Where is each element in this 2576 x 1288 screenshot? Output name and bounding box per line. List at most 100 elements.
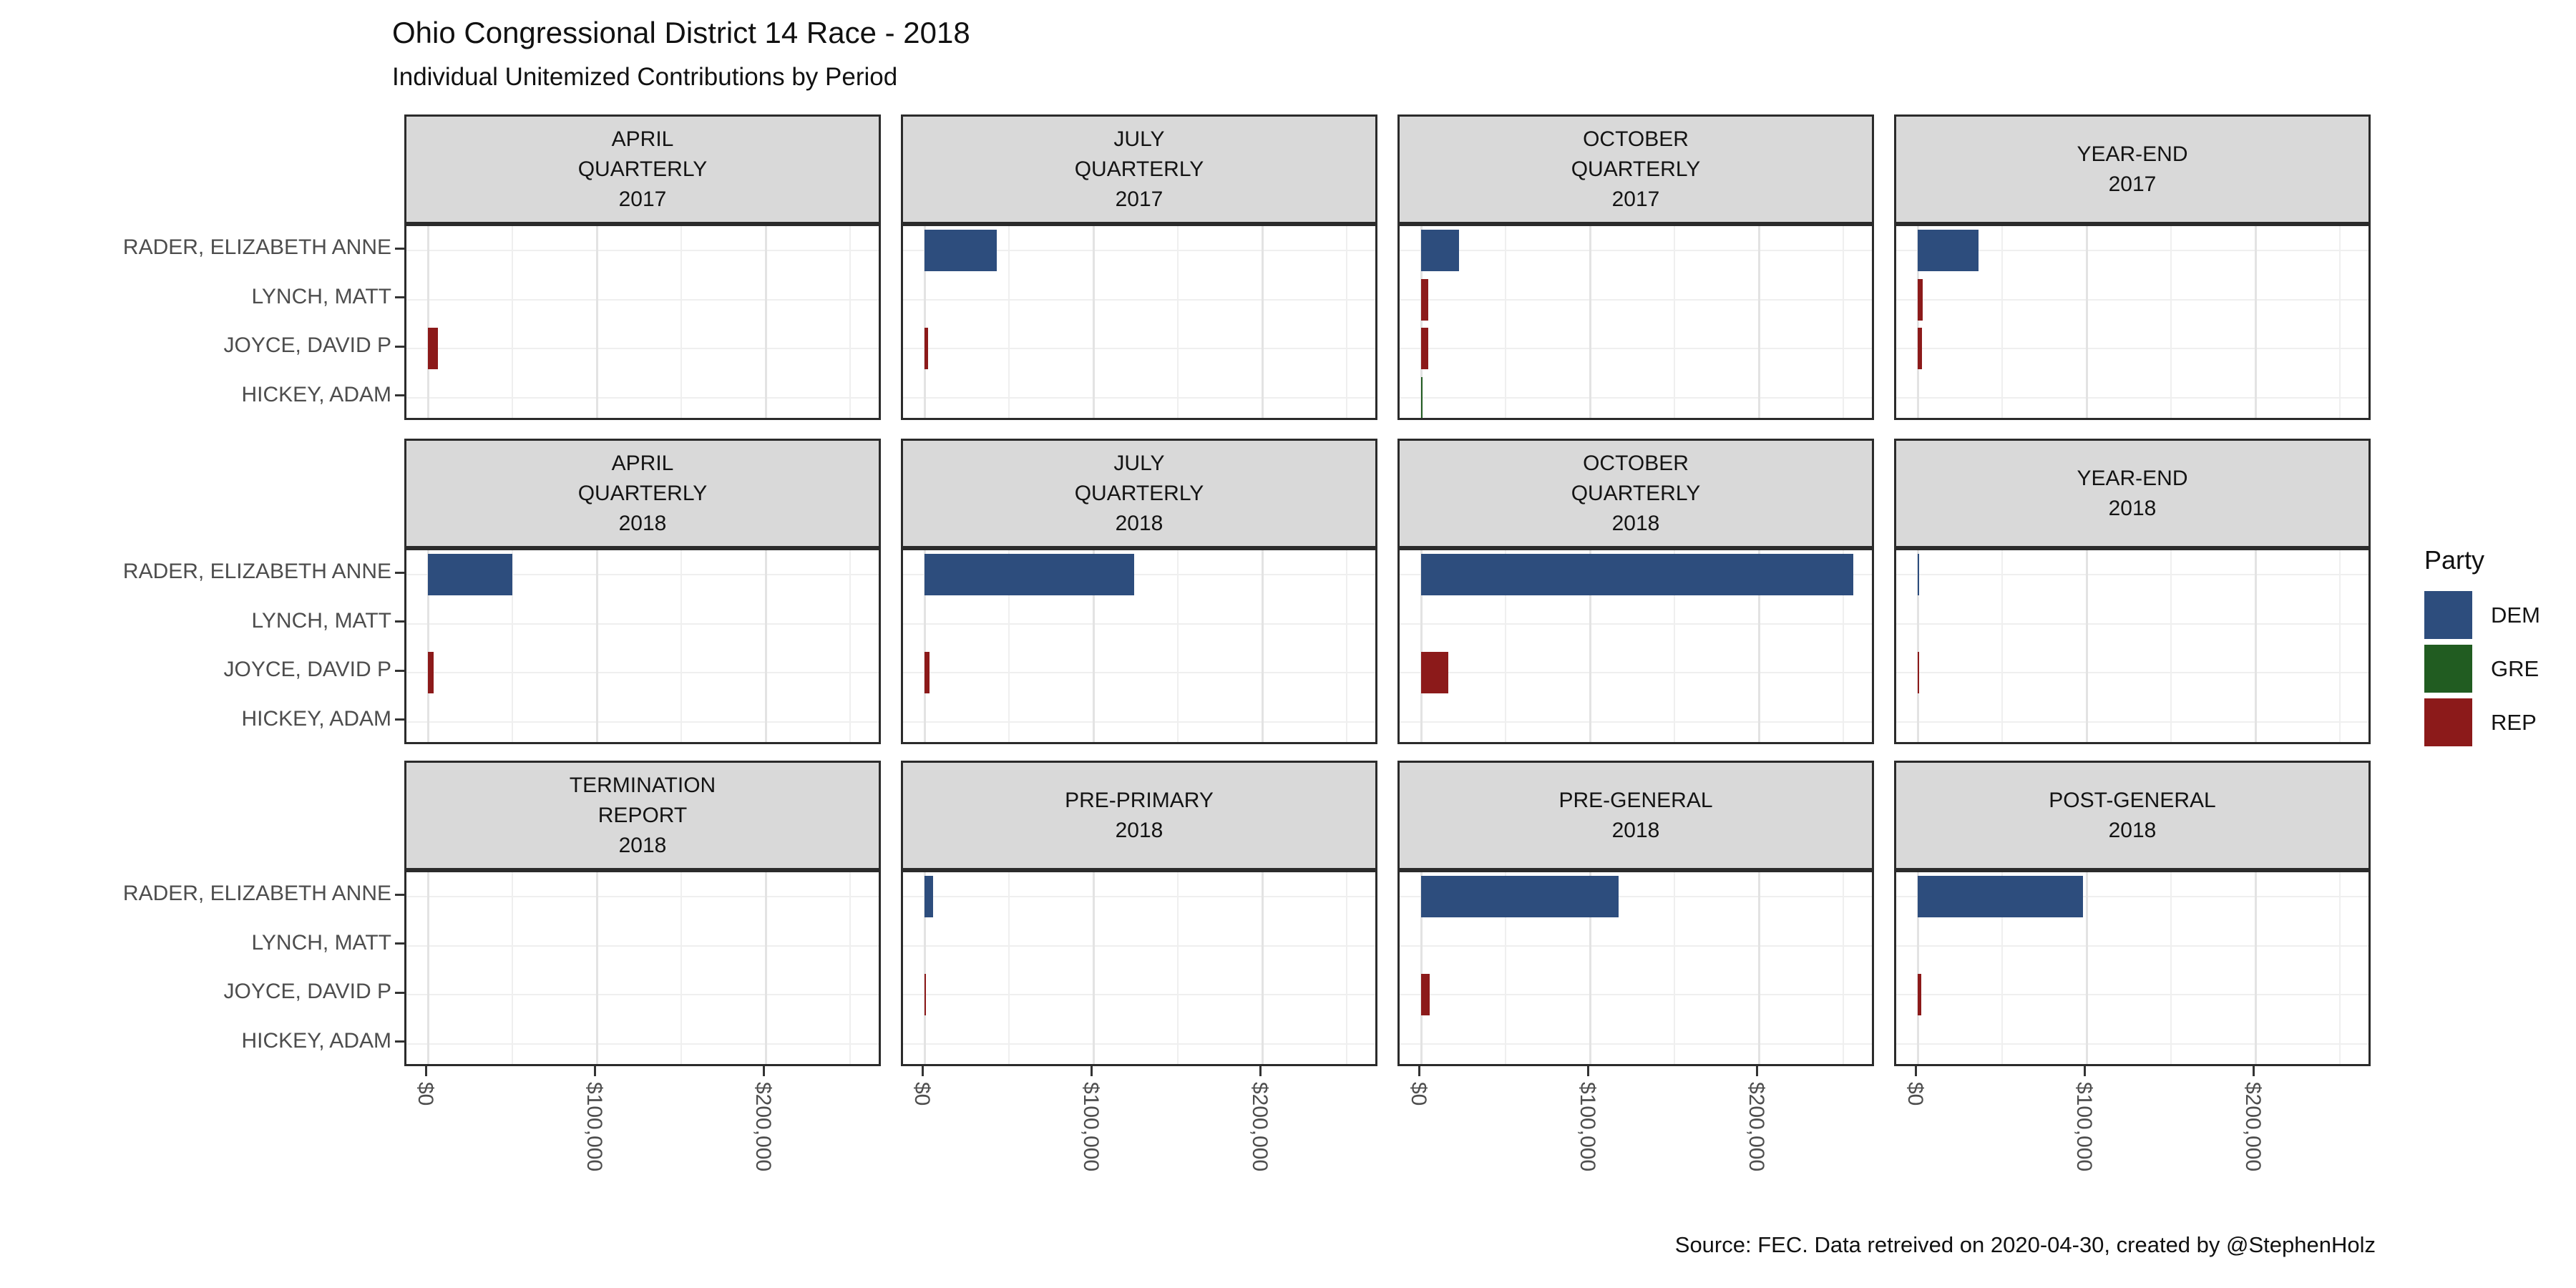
y-axis-label: HICKEY, ADAM [241,382,391,406]
x-axis-tick-label: $0 [1903,1082,1927,1106]
gridline-horizontal [903,250,1375,252]
gridline-minor [2170,550,2172,742]
x-axis-tick [2252,1066,2255,1076]
bar [1421,554,1854,596]
x-axis-tick [2083,1066,2086,1076]
facet-strip: PRE-PRIMARY 2018 [901,761,1377,870]
gridline-horizontal [1400,994,1872,996]
x-axis-tick-label: $100,000 [582,1082,606,1172]
gridline-major [764,226,767,418]
gridline-major [2254,550,2257,742]
gridline-horizontal [406,896,879,898]
gridline-horizontal [1896,672,2368,674]
gridline-major [595,872,598,1064]
facet-panel [404,870,881,1066]
bar [924,652,930,694]
gridline-minor [1674,872,1675,1064]
bar [1918,230,1979,272]
gridline-minor [1505,550,1506,742]
facet-strip-line: 2018 [618,833,667,857]
facet-strip-line: 2018 [1611,511,1660,535]
gridline-horizontal [1400,945,1872,947]
facet-strip-line: QUARTERLY [1571,157,1701,181]
gridline-horizontal [406,721,879,723]
facet-strip: PRE-GENERAL 2018 [1397,761,1874,870]
gridline-horizontal [1400,623,1872,625]
gridline-horizontal [903,672,1375,674]
gridline-horizontal [406,250,879,252]
facet-panel [901,224,1377,420]
gridline-horizontal [406,298,879,301]
y-axis-label: LYNCH, MATT [251,284,391,308]
x-axis-tick-label: $100,000 [1576,1082,1599,1172]
gridline-horizontal [1896,896,2368,898]
gridline-minor [1008,226,1010,418]
legend-label-rep: REP [2491,709,2537,735]
y-axis-label: JOYCE, DAVID P [223,658,392,682]
gridline-major [1589,550,1591,742]
gridline-minor [2170,226,2172,418]
gridline-minor [1843,550,1844,742]
bar [1421,652,1448,694]
chart-title: Ohio Congressional District 14 Race - 20… [392,16,970,49]
chart-subtitle: Individual Unitemized Contributions by P… [392,63,898,91]
facet-strip-line: QUARTERLY [577,481,708,505]
gridline-major [764,872,767,1064]
y-axis-label: RADER, ELIZABETH ANNE [122,882,391,906]
gridline-horizontal [903,896,1375,898]
bar [428,652,434,694]
y-axis-tick [395,296,404,299]
x-axis-tick [1914,1066,1917,1076]
gridline-minor [849,226,851,418]
caption: Source: FEC. Data retreived on 2020-04-3… [1674,1232,2376,1257]
legend-title: Party [2424,545,2485,575]
gridline-major [595,226,598,418]
gridline-horizontal [406,994,879,996]
gridline-horizontal [1400,348,1872,350]
gridline-horizontal [903,396,1375,399]
facet-strip-line: YEAR-END [2077,466,2188,490]
bar [428,554,512,596]
facet-panel [1894,548,2371,744]
gridline-major [2085,872,2088,1064]
x-axis-tick [921,1066,924,1076]
gridline-horizontal [406,623,879,625]
gridline-minor [1177,550,1179,742]
gridline-major [1261,226,1264,418]
facet-strip-line: 2018 [618,511,667,535]
gridline-horizontal [1896,396,2368,399]
y-axis-label: HICKEY, ADAM [241,706,391,731]
y-axis-tick [395,942,404,945]
gridline-horizontal [903,348,1375,350]
facet-strip-line: PRE-GENERAL [1558,788,1713,812]
bar [1421,876,1619,918]
gridline-horizontal [406,348,879,350]
facet-strip-line: QUARTERLY [1074,157,1204,181]
gridline-horizontal [1896,623,2368,625]
facet-strip: APRIL QUARTERLY 2017 [404,114,881,224]
gridline-horizontal [1400,896,1872,898]
gridline-horizontal [406,396,879,399]
gridline-minor [2001,226,2003,418]
gridline-horizontal [406,574,879,576]
legend-label-gre: GRE [2491,655,2540,681]
y-axis-tick [395,991,404,994]
gridline-minor [1843,872,1844,1064]
gridline-minor [1346,226,1347,418]
gridline-horizontal [1400,298,1872,301]
facet-strip-line: 2017 [2108,172,2157,196]
facet-panel [404,224,881,420]
gridline-minor [512,872,513,1064]
y-axis-label: HICKEY, ADAM [241,1028,391,1053]
x-axis-tick-label: $100,000 [1079,1082,1103,1172]
facet-panel [901,870,1377,1066]
gridline-major [1261,872,1264,1064]
gridline-major [1757,226,1760,418]
legend-swatch-gre [2424,645,2472,693]
x-axis-tick-label: $0 [910,1082,934,1106]
gridline-horizontal [1400,672,1872,674]
bar [1918,974,1922,1016]
facet-strip-line: QUARTERLY [1074,481,1204,505]
gridline-horizontal [1896,1043,2368,1045]
bar [1421,278,1429,321]
